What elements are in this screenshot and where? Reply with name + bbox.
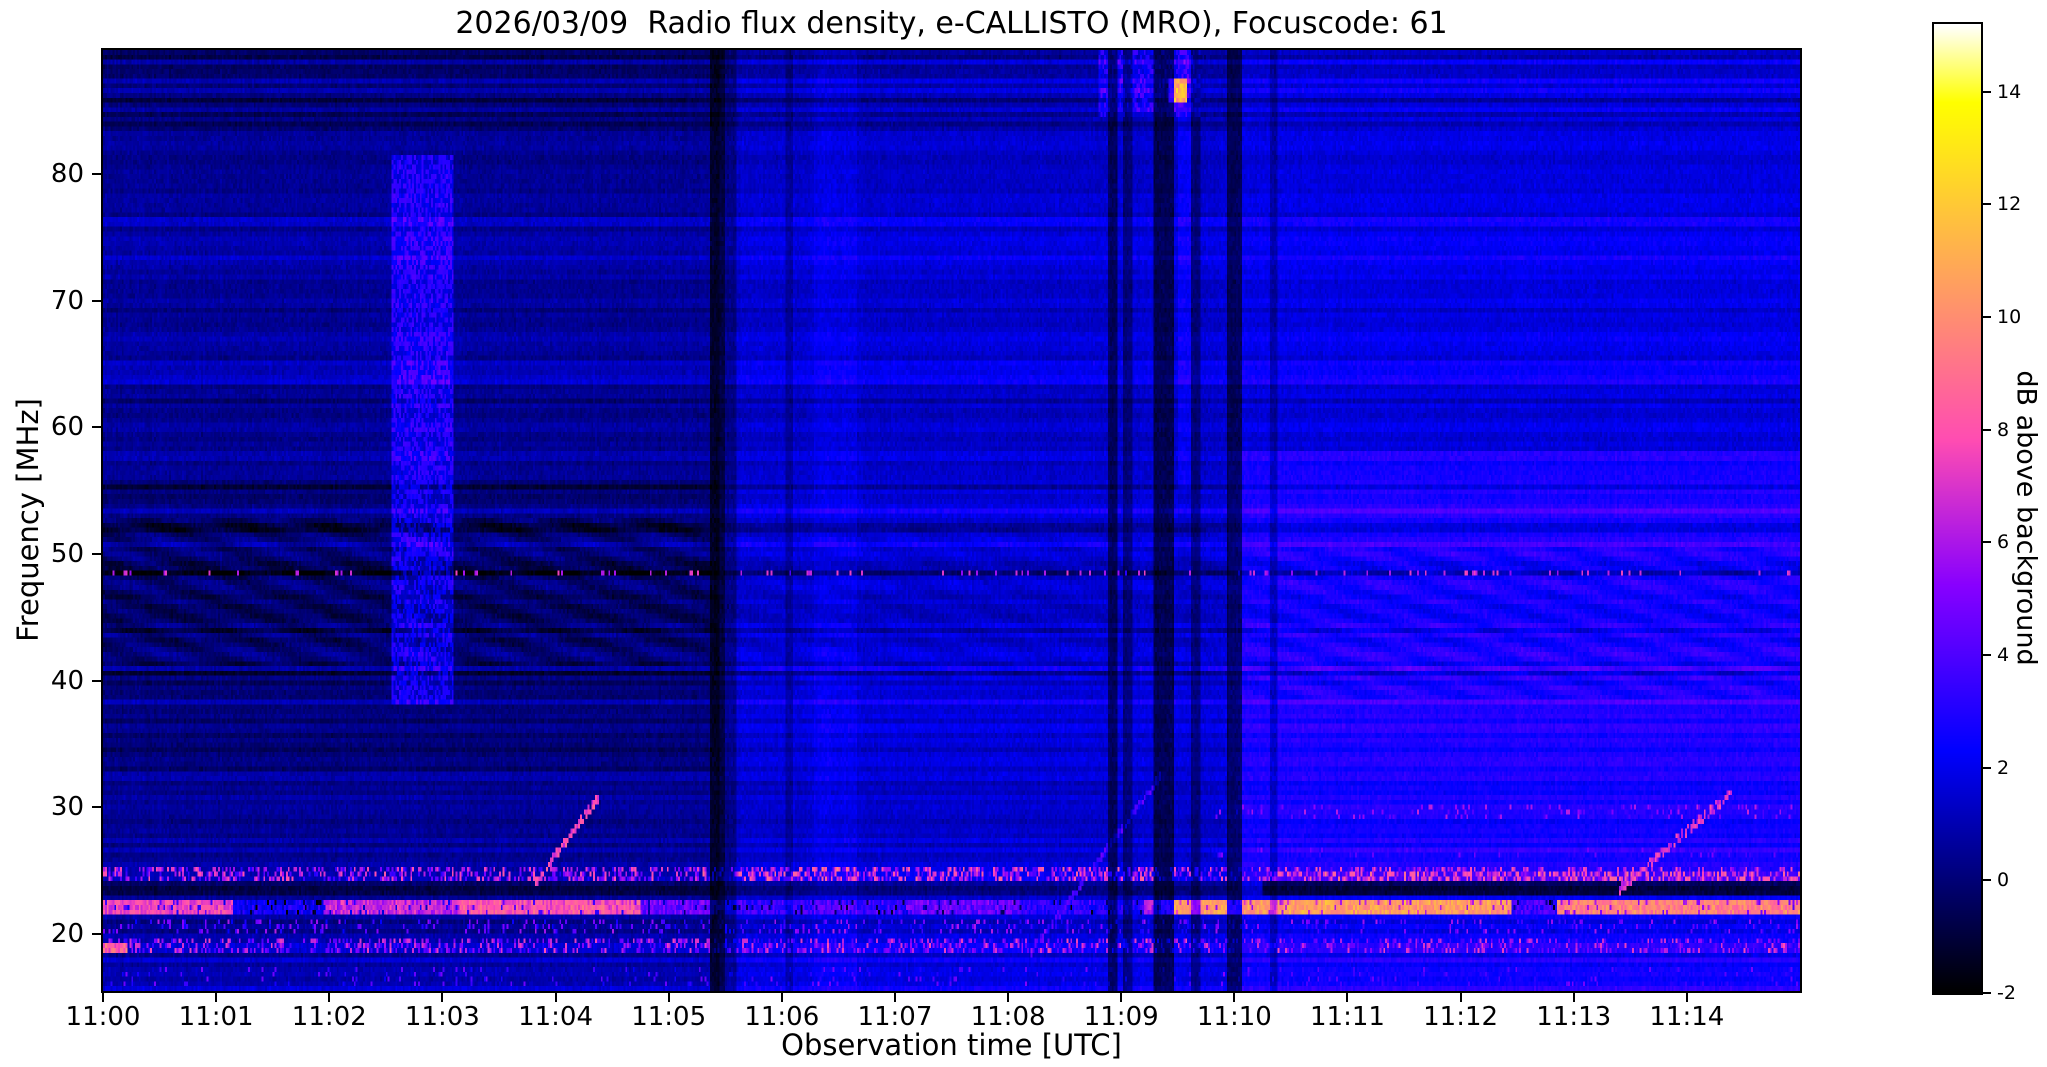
colorbar-tick-mark — [1983, 653, 1991, 656]
colorbar-tick-mark — [1983, 541, 1991, 544]
colorbar-tick-mark — [1983, 766, 1991, 769]
x-tick-label: 11:12 — [1423, 1002, 1499, 1032]
x-tick-mark — [1233, 993, 1236, 1002]
x-tick-label: 11:11 — [1309, 1002, 1385, 1032]
y-tick-label: 40 — [50, 665, 84, 696]
x-tick-label: 11:07 — [857, 1002, 933, 1032]
y-tick-mark — [92, 426, 101, 429]
x-tick-label: 11:00 — [65, 1002, 141, 1032]
x-tick-label: 11:05 — [631, 1002, 707, 1032]
x-tick-mark — [893, 993, 896, 1002]
x-tick-mark — [1685, 993, 1688, 1002]
colorbar-tick-label: 10 — [1997, 305, 2022, 328]
y-tick-label: 70 — [50, 285, 84, 316]
y-tick-mark — [92, 679, 101, 682]
y-tick-label: 80 — [50, 159, 84, 190]
chart-title: 2026/03/09 Radio flux density, e-CALLIST… — [455, 6, 1448, 41]
colorbar-label: dB above background — [2010, 370, 2042, 666]
x-tick-label: 11:03 — [404, 1002, 480, 1032]
y-tick-label: 20 — [50, 919, 84, 949]
x-axis-label: Observation time [UTC] — [781, 1028, 1122, 1062]
x-tick-label: 11:10 — [1196, 1002, 1272, 1032]
x-tick-mark — [1572, 993, 1575, 1002]
x-tick-label: 11:02 — [291, 1002, 367, 1032]
colorbar-gradient — [1934, 24, 1981, 993]
colorbar-tick-mark — [1983, 428, 1991, 431]
y-tick-label: 30 — [50, 792, 84, 823]
y-tick-mark — [92, 173, 101, 176]
x-tick-label: 11:01 — [178, 1002, 254, 1032]
colorbar-tick-mark — [1983, 90, 1991, 93]
y-tick-mark — [92, 299, 101, 302]
colorbar-tick-label: 0 — [1997, 869, 2010, 892]
x-tick-mark — [554, 993, 557, 1002]
y-tick-label: 50 — [50, 539, 84, 570]
colorbar-tick-label: 8 — [1997, 418, 2010, 441]
x-tick-label: 11:13 — [1536, 1002, 1612, 1032]
colorbar-tick-label: 4 — [1997, 643, 2010, 666]
x-tick-label: 11:06 — [744, 1002, 820, 1032]
colorbar-tick-mark — [1983, 879, 1991, 882]
colorbar-tick-label: 2 — [1997, 756, 2010, 779]
colorbar-tick-mark — [1983, 203, 1991, 206]
colorbar-tick-label: 14 — [1997, 80, 2022, 103]
colorbar-tick-mark — [1983, 992, 1991, 994]
x-tick-label: 11:14 — [1649, 1002, 1725, 1032]
x-tick-label: 11:04 — [518, 1002, 593, 1032]
x-tick-mark — [328, 993, 331, 1002]
x-tick-mark — [1459, 993, 1462, 1002]
y-tick-mark — [92, 553, 101, 556]
x-tick-label: 11:08 — [970, 1002, 1046, 1032]
x-tick-mark — [1346, 993, 1349, 1002]
x-tick-mark — [1120, 993, 1123, 1002]
y-tick-label: 60 — [50, 412, 84, 443]
x-tick-mark — [1007, 993, 1010, 1002]
colorbar-tick-label: -2 — [1997, 982, 2016, 1004]
x-tick-mark — [102, 993, 104, 1002]
x-tick-label: 11:09 — [1083, 1002, 1159, 1032]
x-tick-mark — [780, 993, 783, 1002]
x-tick-mark — [667, 993, 670, 1002]
y-tick-mark — [92, 806, 101, 809]
colorbar-tick-label: 6 — [1997, 531, 2010, 554]
colorbar-tick-mark — [1983, 315, 1991, 318]
x-tick-mark — [441, 993, 444, 1002]
spectrogram-canvas — [103, 50, 1800, 991]
x-tick-mark — [215, 993, 218, 1002]
y-tick-mark — [92, 933, 101, 935]
colorbar-tick-label: 12 — [1997, 193, 2022, 216]
